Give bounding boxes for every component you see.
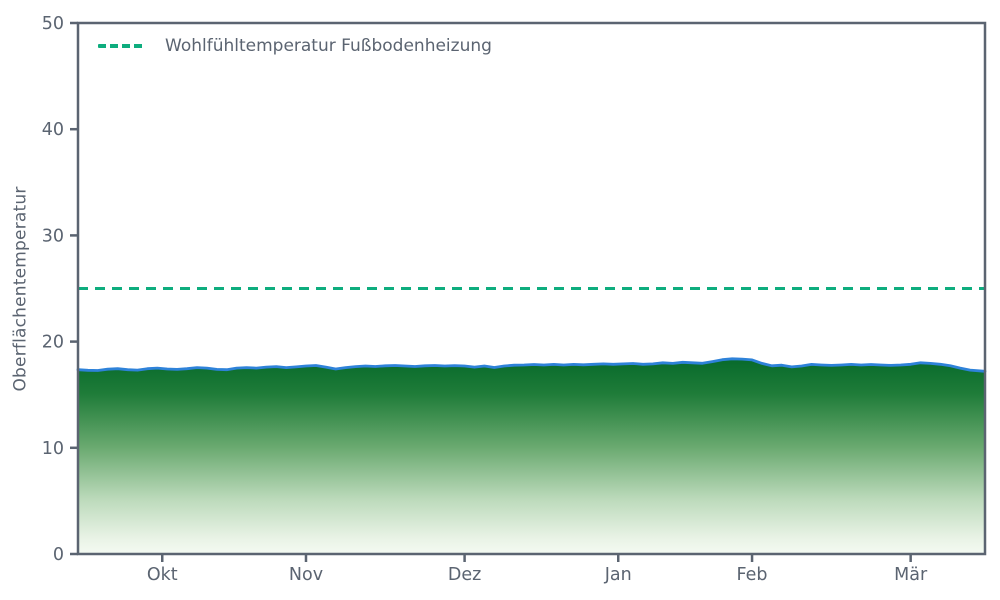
y-tick-label: 0 xyxy=(53,545,64,565)
x-tick-label: Okt xyxy=(147,565,178,585)
x-tick-label: Nov xyxy=(289,565,323,585)
y-tick-label: 10 xyxy=(42,439,64,459)
legend-label: Wohlfühltemperatur Fußbodenheizung xyxy=(165,36,492,56)
plot-frame xyxy=(76,21,987,556)
legend: Wohlfühltemperatur Fußbodenheizung xyxy=(98,36,492,56)
x-tick-label: Dez xyxy=(448,565,481,585)
x-tick-label: Feb xyxy=(737,565,768,585)
y-tick-label: 50 xyxy=(42,14,64,34)
legend-dash-swatch xyxy=(98,44,144,48)
x-tick-label: Mär xyxy=(894,565,928,585)
temperature-area xyxy=(78,358,985,554)
temperature-line xyxy=(76,357,987,373)
y-tick-label: 20 xyxy=(42,333,64,353)
y-tick-label: 30 xyxy=(42,226,64,246)
x-tick-label: Jan xyxy=(604,565,632,585)
y-tick-label: 40 xyxy=(42,120,64,140)
